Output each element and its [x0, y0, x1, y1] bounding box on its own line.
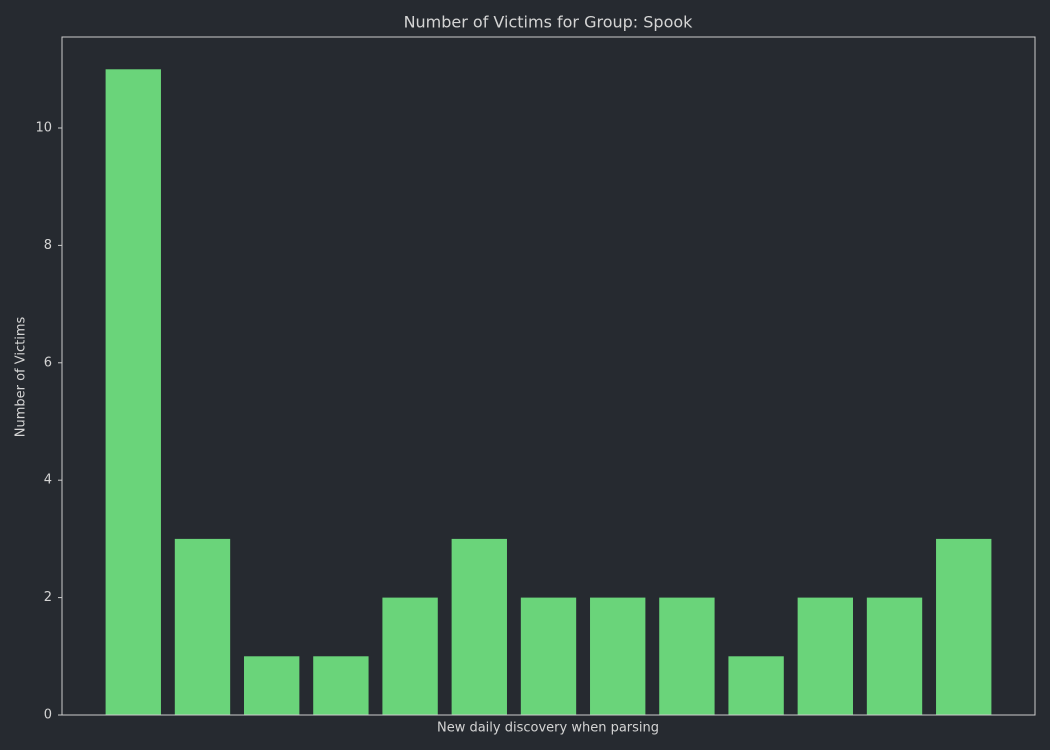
y-tick-label: 2 — [44, 590, 52, 605]
bar — [797, 597, 853, 715]
bar — [659, 597, 715, 715]
bar — [590, 597, 646, 715]
y-tick-label: 10 — [35, 120, 52, 135]
y-tick-label: 6 — [44, 355, 52, 370]
bar — [174, 538, 231, 715]
bar — [520, 597, 577, 715]
y-axis-label: Number of Victims — [14, 317, 29, 438]
bar — [866, 597, 923, 715]
bar — [728, 656, 784, 715]
x-axis-label: New daily discovery when parsing — [437, 721, 659, 736]
bar — [936, 538, 992, 715]
bar — [105, 69, 161, 716]
plot-frame — [61, 36, 1036, 716]
chart-title: Number of Victims for Group: Spook — [404, 13, 694, 32]
bar — [451, 538, 507, 715]
y-tick-label: 0 — [44, 708, 52, 723]
bar — [382, 597, 438, 715]
bar — [313, 656, 369, 715]
y-tick-label: 4 — [44, 473, 52, 488]
y-tick-label: 8 — [44, 238, 52, 253]
bar — [244, 656, 300, 715]
